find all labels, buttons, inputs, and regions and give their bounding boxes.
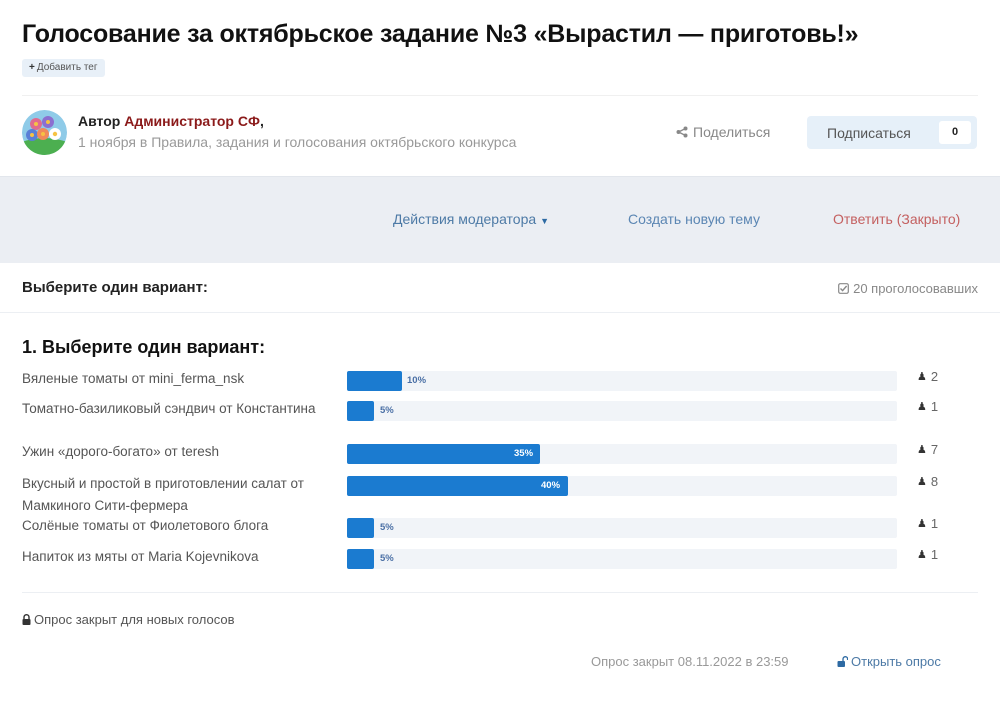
divider [22,95,978,96]
topic-meta[interactable]: 1 ноября в Правила, задания и голосовани… [78,134,517,150]
option-label: Напиток из мяты от Maria Kojevnikova [22,549,259,564]
voters-count: 20 проголосовавших [838,281,978,296]
reply-closed-button[interactable]: Ответить (Закрыто) [833,211,961,227]
option-votes: ♟ 2 [917,369,939,384]
share-label: Поделиться [693,124,771,140]
progress-fill [347,401,374,421]
checkbox-icon [838,283,849,294]
author-link[interactable]: Администратор СФ [124,113,260,129]
user-icon: ♟ [917,401,927,413]
plus-icon: + [29,62,35,73]
author-line: Автор Администратор СФ, [78,113,264,129]
progress-fill [347,444,540,464]
option-label: Томатно-базиликовый сэндвич от Константи… [22,401,316,416]
moderator-actions-label: Действия модератора [393,211,537,227]
percent-label: 5% [380,553,394,564]
topic-header: Голосование за октябрьское задание №3 «В… [0,0,1000,177]
option-votes: ♟ 7 [917,442,939,457]
user-icon: ♟ [917,476,927,488]
option-label: Вкусный и простой в приготовлении салат … [22,476,304,513]
option-label: Солёные томаты от Фиолетового блога [22,518,269,533]
option-label: Ужин «дорого-богато» от teresh [22,444,219,459]
voters-label: 20 проголосовавших [853,281,978,296]
add-tag-button[interactable]: + Добавить тег [22,59,105,77]
poll-header-title: Выберите один вариант: [22,279,208,296]
divider [22,592,978,593]
percent-label: 35% [514,448,534,459]
moderator-actions-button[interactable]: Действия модератора ▼ [393,211,549,227]
option-label: Вяленые томаты от mini_ferma_nsk [22,371,245,386]
progress-track: 35% [347,444,897,464]
add-tag-label: Добавить тег [36,62,98,73]
percent-label: 40% [541,480,561,491]
subscribe-count: 0 [939,121,971,144]
option-votes: ♟ 1 [917,547,939,562]
share-button[interactable]: Поделиться [676,124,770,140]
progress-fill [347,476,568,496]
open-poll-button[interactable]: Открыть опрос [837,654,941,669]
progress-fill [347,371,402,391]
author-prefix: Автор [78,113,121,129]
progress-track: 10% [347,371,897,391]
progress-fill [347,549,374,569]
percent-label: 5% [380,405,394,416]
user-icon: ♟ [917,444,927,456]
share-icon [676,126,688,138]
poll-closed-note: Опрос закрыт для новых голосов [22,612,234,627]
percent-label: 10% [407,375,427,386]
poll-closed-date: Опрос закрыт 08.11.2022 в 23:59 [591,654,789,669]
author-suffix: , [259,113,264,129]
poll-panel: Выберите один вариант: 20 проголосовавши… [0,263,1000,702]
user-icon: ♟ [917,518,927,530]
unlock-icon [837,656,848,667]
create-topic-button[interactable]: Создать новую тему [628,211,760,227]
progress-track: 5% [347,549,897,569]
caret-down-icon: ▼ [540,216,549,226]
avatar[interactable] [22,110,67,155]
question-title: 1. Выберите один вариант: [22,337,266,357]
option-votes: ♟ 8 [917,474,939,489]
progress-track: 5% [347,518,897,538]
progress-track: 5% [347,401,897,421]
page-title: Голосование за октябрьское задание №3 «В… [22,20,859,48]
percent-label: 5% [380,522,394,533]
user-icon: ♟ [917,371,927,383]
subscribe-button[interactable]: Подписаться 0 [807,116,977,149]
option-votes: ♟ 1 [917,516,939,531]
subscribe-label: Подписаться [827,124,911,141]
poll-header: Выберите один вариант: 20 проголосовавши… [0,263,1000,313]
lock-icon [22,614,31,625]
progress-fill [347,518,374,538]
progress-track: 40% [347,476,897,496]
user-icon: ♟ [917,549,927,561]
option-votes: ♟ 1 [917,399,939,414]
